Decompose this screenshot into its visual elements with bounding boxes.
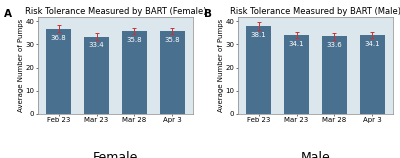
Text: 35.8: 35.8 — [127, 37, 142, 43]
Bar — [160, 31, 184, 114]
Text: 35.8: 35.8 — [164, 37, 180, 43]
Title: Risk Tolerance Measured by BART (Male): Risk Tolerance Measured by BART (Male) — [230, 7, 400, 16]
Bar — [46, 29, 71, 114]
Bar — [360, 35, 384, 114]
Bar — [284, 35, 309, 114]
Text: 38.1: 38.1 — [251, 31, 267, 37]
Bar — [84, 37, 109, 114]
Text: 33.4: 33.4 — [89, 42, 104, 48]
Text: 33.6: 33.6 — [326, 42, 342, 48]
Bar — [322, 36, 347, 114]
Bar — [122, 31, 147, 114]
Text: A: A — [4, 9, 12, 19]
Text: Female: Female — [93, 151, 138, 158]
Text: B: B — [204, 9, 212, 19]
Title: Risk Tolerance Measured by BART (Female): Risk Tolerance Measured by BART (Female) — [25, 7, 206, 16]
Text: 36.8: 36.8 — [51, 34, 67, 40]
Bar — [246, 26, 271, 114]
Text: Male: Male — [301, 151, 330, 158]
Y-axis label: Average Number of Pumps: Average Number of Pumps — [18, 19, 24, 112]
Text: 34.1: 34.1 — [364, 41, 380, 47]
Y-axis label: Average Number of Pumps: Average Number of Pumps — [218, 19, 224, 112]
Text: 34.1: 34.1 — [289, 41, 304, 47]
